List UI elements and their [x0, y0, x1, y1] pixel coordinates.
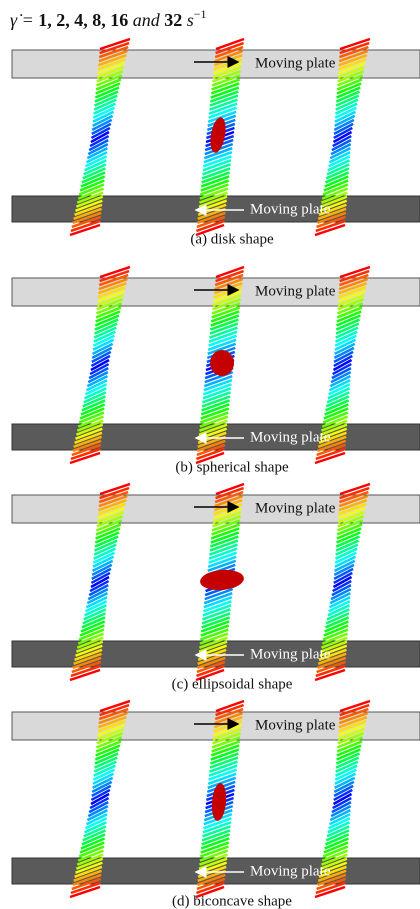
header-last: 32: [164, 10, 182, 30]
figure: γ̇ = 1, 2, 4, 8, 16 and 32 s−1 Moving pl…: [0, 0, 420, 909]
panel: Moving plate Moving plate (d) biconcave sh…: [12, 701, 420, 909]
header-exponent: −1: [194, 7, 207, 21]
bottom-label: Moving plate: [250, 429, 331, 445]
top-label: Moving plate: [255, 500, 336, 516]
header-lhs: γ̇ =: [10, 10, 34, 30]
header-rates: 1, 2, 4, 8, 16: [38, 10, 128, 30]
panel: Moving plate Moving plate (a) disk shape: [12, 39, 420, 247]
cell: [199, 568, 245, 592]
panel: Moving plate Moving plate (b) spherical sh…: [12, 267, 420, 475]
top-label: Moving plate: [255, 55, 336, 71]
header: γ̇ = 1, 2, 4, 8, 16 and 32 s−1: [10, 7, 207, 30]
panel: Moving plate Moving plate (c) ellipsoidal …: [12, 484, 420, 692]
bottom-label: Moving plate: [250, 646, 331, 662]
top-label: Moving plate: [255, 717, 336, 733]
caption: (a) disk shape: [190, 231, 274, 247]
header-conj: and: [133, 10, 161, 30]
caption: (c) ellipsoidal shape: [172, 676, 293, 692]
header-unit: s: [187, 10, 194, 30]
caption: (d) biconcave shape: [172, 893, 292, 909]
top-label: Moving plate: [255, 283, 336, 299]
bottom-label: Moving plate: [250, 201, 331, 217]
cell: [210, 350, 234, 376]
bottom-label: Moving plate: [250, 863, 331, 879]
caption: (b) spherical shape: [175, 459, 289, 475]
